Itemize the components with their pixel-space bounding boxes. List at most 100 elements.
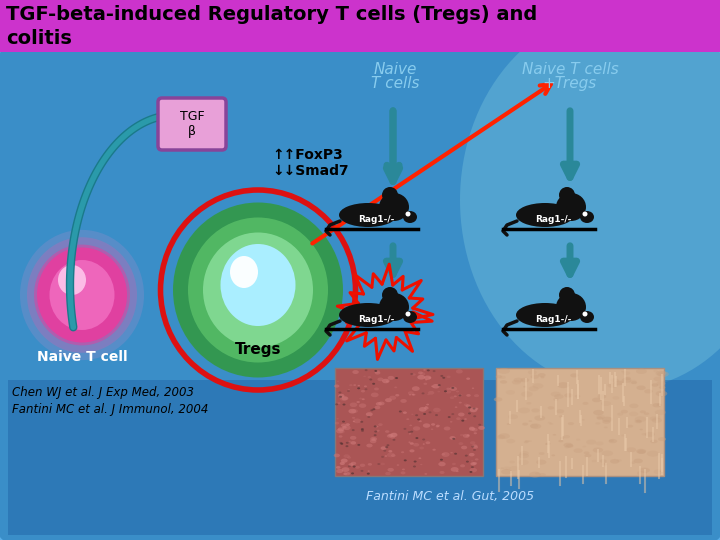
Ellipse shape xyxy=(529,471,541,477)
Ellipse shape xyxy=(456,390,459,393)
Text: Rag1-/-: Rag1-/- xyxy=(358,314,394,323)
Ellipse shape xyxy=(348,441,351,442)
Ellipse shape xyxy=(654,377,662,381)
Ellipse shape xyxy=(500,380,507,384)
Ellipse shape xyxy=(655,370,666,376)
Ellipse shape xyxy=(203,233,313,348)
Ellipse shape xyxy=(336,469,343,473)
Ellipse shape xyxy=(450,387,457,391)
Ellipse shape xyxy=(634,420,642,423)
Ellipse shape xyxy=(444,390,447,392)
Ellipse shape xyxy=(465,404,471,408)
Ellipse shape xyxy=(602,450,613,456)
Ellipse shape xyxy=(348,465,351,467)
Ellipse shape xyxy=(385,446,388,448)
Ellipse shape xyxy=(595,442,603,446)
Ellipse shape xyxy=(436,424,440,427)
Ellipse shape xyxy=(371,393,379,397)
Bar xyxy=(496,368,664,476)
Ellipse shape xyxy=(621,378,631,383)
Ellipse shape xyxy=(478,426,485,430)
Ellipse shape xyxy=(446,388,450,390)
Ellipse shape xyxy=(531,375,539,379)
Ellipse shape xyxy=(469,408,477,412)
Ellipse shape xyxy=(400,471,405,474)
Ellipse shape xyxy=(601,401,611,406)
Ellipse shape xyxy=(518,460,528,465)
Ellipse shape xyxy=(649,416,658,421)
Ellipse shape xyxy=(617,459,622,462)
Ellipse shape xyxy=(367,416,370,418)
Ellipse shape xyxy=(374,406,380,409)
Ellipse shape xyxy=(512,380,521,384)
Ellipse shape xyxy=(413,461,417,463)
Circle shape xyxy=(559,187,575,203)
Ellipse shape xyxy=(499,376,505,379)
Ellipse shape xyxy=(378,423,383,426)
Ellipse shape xyxy=(439,471,444,474)
Ellipse shape xyxy=(410,442,414,445)
Ellipse shape xyxy=(368,470,369,472)
Ellipse shape xyxy=(446,390,451,394)
Ellipse shape xyxy=(469,427,474,430)
Ellipse shape xyxy=(415,437,418,439)
Ellipse shape xyxy=(528,420,532,422)
Ellipse shape xyxy=(360,421,364,423)
Ellipse shape xyxy=(346,472,351,475)
Ellipse shape xyxy=(359,397,362,400)
Ellipse shape xyxy=(536,460,546,465)
Ellipse shape xyxy=(468,407,471,408)
Ellipse shape xyxy=(361,399,365,400)
Ellipse shape xyxy=(348,409,356,414)
Ellipse shape xyxy=(657,403,661,406)
Ellipse shape xyxy=(585,454,591,457)
Ellipse shape xyxy=(412,386,420,391)
Ellipse shape xyxy=(352,417,355,419)
Ellipse shape xyxy=(360,464,365,467)
Ellipse shape xyxy=(528,386,539,391)
Ellipse shape xyxy=(408,431,411,433)
Ellipse shape xyxy=(350,436,356,440)
Ellipse shape xyxy=(374,434,377,436)
Ellipse shape xyxy=(656,390,667,396)
Ellipse shape xyxy=(27,237,137,353)
Ellipse shape xyxy=(374,371,380,375)
Ellipse shape xyxy=(336,466,341,469)
Ellipse shape xyxy=(549,423,553,425)
FancyBboxPatch shape xyxy=(158,98,226,150)
Ellipse shape xyxy=(339,430,345,434)
Ellipse shape xyxy=(629,403,639,408)
Ellipse shape xyxy=(426,441,431,444)
Ellipse shape xyxy=(564,393,573,397)
Ellipse shape xyxy=(655,416,660,418)
Ellipse shape xyxy=(230,256,258,288)
Ellipse shape xyxy=(368,463,372,465)
Ellipse shape xyxy=(347,456,351,458)
Ellipse shape xyxy=(421,393,425,394)
Ellipse shape xyxy=(629,411,638,416)
Ellipse shape xyxy=(472,408,476,409)
Ellipse shape xyxy=(353,421,355,422)
Ellipse shape xyxy=(377,430,379,431)
Ellipse shape xyxy=(552,455,555,456)
Ellipse shape xyxy=(518,408,530,414)
Ellipse shape xyxy=(402,469,405,470)
Ellipse shape xyxy=(508,414,518,419)
Ellipse shape xyxy=(374,430,377,433)
Text: Rag1-/-: Rag1-/- xyxy=(358,214,394,224)
Ellipse shape xyxy=(557,382,570,388)
Ellipse shape xyxy=(351,429,355,431)
Ellipse shape xyxy=(423,369,426,371)
Ellipse shape xyxy=(343,426,351,430)
Ellipse shape xyxy=(381,463,385,465)
Ellipse shape xyxy=(548,406,554,409)
Text: Fantini MC et al. Gut, 2005: Fantini MC et al. Gut, 2005 xyxy=(366,490,534,503)
Ellipse shape xyxy=(473,449,476,451)
Ellipse shape xyxy=(376,426,379,427)
Ellipse shape xyxy=(404,460,407,461)
Ellipse shape xyxy=(339,396,342,398)
Ellipse shape xyxy=(456,369,463,374)
Ellipse shape xyxy=(357,387,360,389)
Ellipse shape xyxy=(441,452,449,457)
Ellipse shape xyxy=(418,375,425,380)
